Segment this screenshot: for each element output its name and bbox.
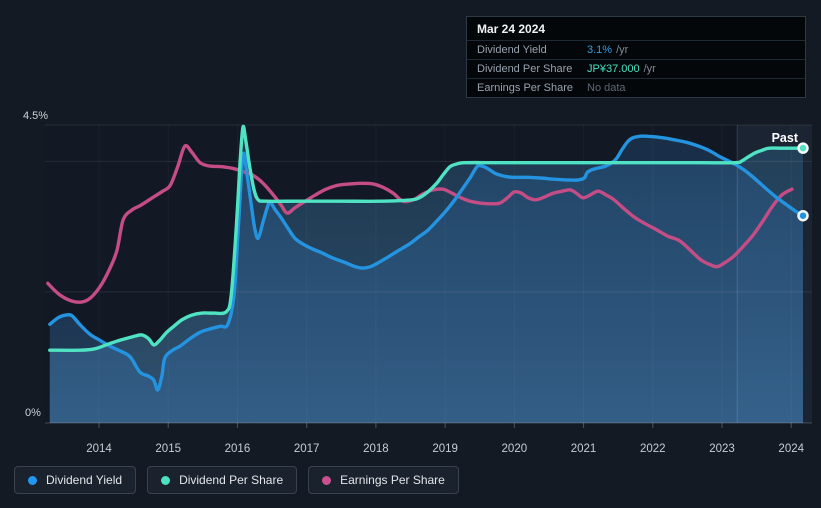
tooltip-row-suffix: /yr [616, 44, 629, 56]
tooltip-row-label: Dividend Yield [477, 44, 547, 56]
x-axis-label: 2017 [294, 443, 320, 455]
x-axis-label: 2021 [571, 443, 597, 455]
tooltip-row-value: JP¥37.000 [587, 63, 640, 75]
earnings-per-share-line [46, 143, 794, 304]
tooltip-row-label: Dividend Per Share [477, 63, 573, 75]
dividend-per-share-end-marker[interactable] [797, 142, 809, 154]
legend-dot-icon [322, 475, 332, 485]
x-axis-label: 2024 [778, 443, 804, 455]
legend-item-label: Earnings Per Share [340, 473, 445, 487]
dividend-yield-line [48, 134, 805, 392]
legend-item-label: Dividend Per Share [179, 473, 284, 487]
tooltip-row-value: No data [587, 82, 626, 94]
y-axis-label-bottom: 0% [25, 407, 41, 419]
dividend-per-share-line [48, 124, 805, 352]
legend-item-dividend-yield[interactable]: Dividend Yield [14, 466, 137, 494]
chart-legend: Dividend Yield Dividend Per Share Earnings… [14, 466, 459, 494]
tooltip-date: Mar 24 2024 [477, 22, 546, 36]
tooltip-row-label: Earnings Per Share [477, 82, 573, 94]
past-label: Past [772, 131, 799, 145]
tooltip-row-earnings-per-share: Earnings Per Share No data [467, 78, 805, 97]
x-axis-label: 2019 [432, 443, 458, 455]
dividend-yield-end-marker[interactable] [797, 209, 809, 222]
x-axis-label: 2016 [225, 443, 251, 455]
tooltip-row-value: 3.1% [587, 44, 613, 56]
x-axis-label: 2018 [363, 443, 389, 455]
x-axis-label: 2014 [86, 443, 112, 455]
tooltip-row-dividend-yield: Dividend Yield 3.1%/yr [467, 40, 805, 59]
legend-dot-icon [28, 475, 37, 485]
x-axis-label: 2022 [640, 443, 666, 455]
tooltip-row-suffix: /yr [643, 63, 656, 75]
tooltip-row-dividend-per-share: Dividend Per Share JP¥37.000/yr [467, 59, 805, 78]
x-axis-label: 2015 [155, 443, 181, 455]
x-axis-label: 2023 [709, 443, 735, 455]
tooltip-rows: Dividend Yield 3.1%/yr Dividend Per Share J… [467, 40, 805, 97]
y-axis-label-top: 4.5% [23, 110, 48, 122]
legend-item-dividend-per-share[interactable]: Dividend Per Share [147, 466, 298, 494]
legend-item-earnings-per-share[interactable]: Earnings Per Share [308, 466, 459, 494]
chart-tooltip: Mar 24 2024 Dividend Yield 3.1%/yr Dividen… [466, 16, 806, 98]
legend-dot-icon [161, 475, 171, 485]
dividend-yield-area [49, 136, 804, 423]
x-axis-label: 2020 [502, 443, 528, 455]
legend-item-label: Dividend Yield [46, 473, 123, 487]
